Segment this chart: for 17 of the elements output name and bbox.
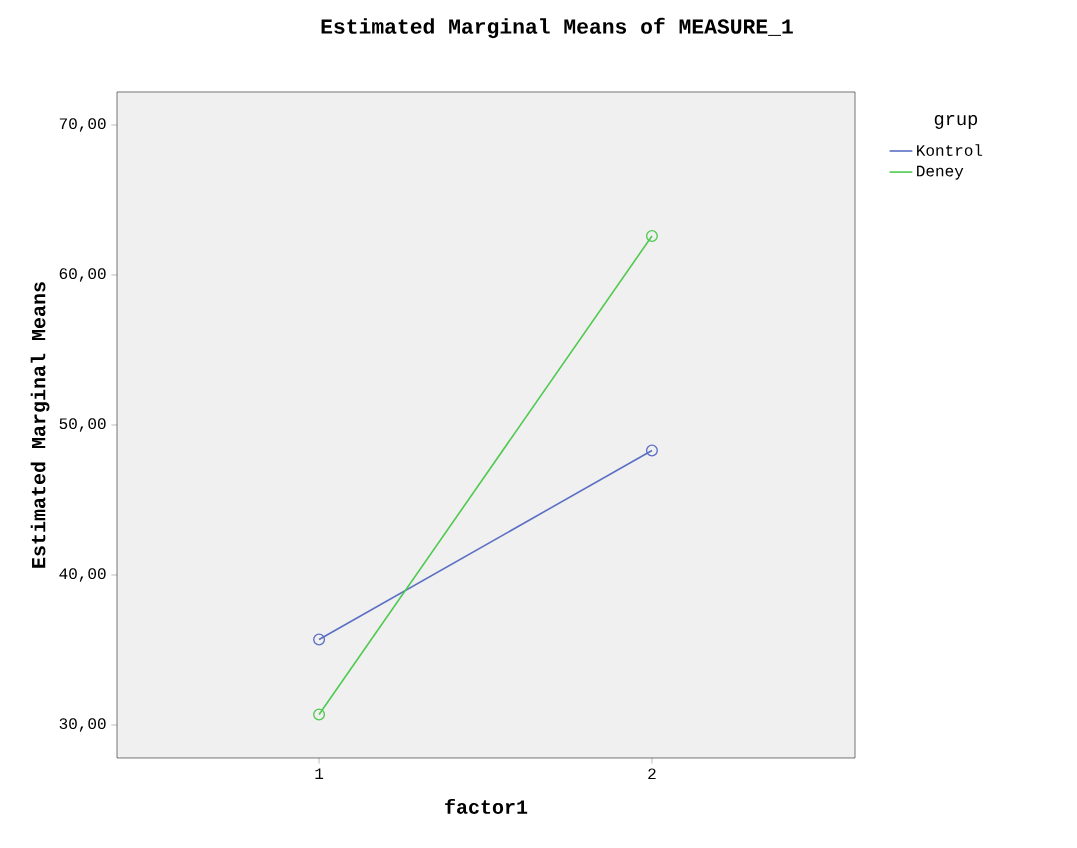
- chart-title: Estimated Marginal Means of MEASURE_1: [321, 17, 793, 39]
- legend-label: Deney: [917, 165, 964, 180]
- point: [313, 633, 326, 646]
- x-tick-label: 1: [315, 768, 324, 779]
- y-tick-label: 60,00: [59, 268, 106, 282]
- x-tick-label: 2: [648, 768, 656, 780]
- y-tick-label: 30,00: [59, 718, 106, 732]
- y-tick-label: 50,00: [59, 418, 106, 432]
- y-tick-label: 70,00: [59, 118, 106, 132]
- y-axis-title: Estimated Marginal Means: [30, 282, 50, 568]
- point: [313, 708, 326, 721]
- legend-title: grup: [934, 114, 978, 129]
- point: [645, 444, 658, 457]
- point: [645, 229, 658, 242]
- x-axis-title: factor1: [445, 798, 528, 814]
- legend-label: Kontrol: [917, 144, 983, 156]
- y-tick-label: 40,00: [59, 568, 106, 582]
